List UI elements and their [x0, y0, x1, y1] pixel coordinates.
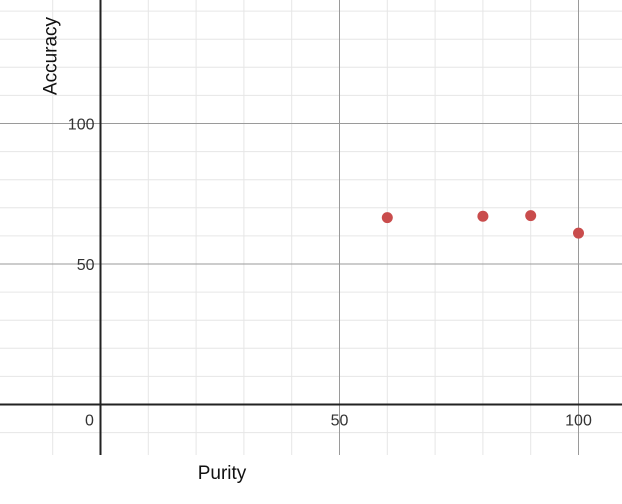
y-tick-label: 50 [77, 257, 95, 274]
data-points [381, 210, 584, 239]
data-point [477, 210, 489, 222]
data-point [381, 212, 393, 224]
data-point [525, 210, 537, 222]
y-axis-title: Accuracy [41, 16, 62, 95]
tick-labels: 0 50 100 50 100 [68, 117, 592, 430]
x-tick-label: 100 [565, 413, 592, 430]
x-axis-title: Purity [198, 463, 247, 484]
major-grid [0, 0, 622, 455]
x-tick-label: 0 [85, 413, 94, 430]
y-tick-label: 100 [68, 117, 95, 134]
x-tick-label: 50 [331, 413, 349, 430]
minor-grid [0, 0, 622, 455]
data-point [573, 227, 584, 239]
